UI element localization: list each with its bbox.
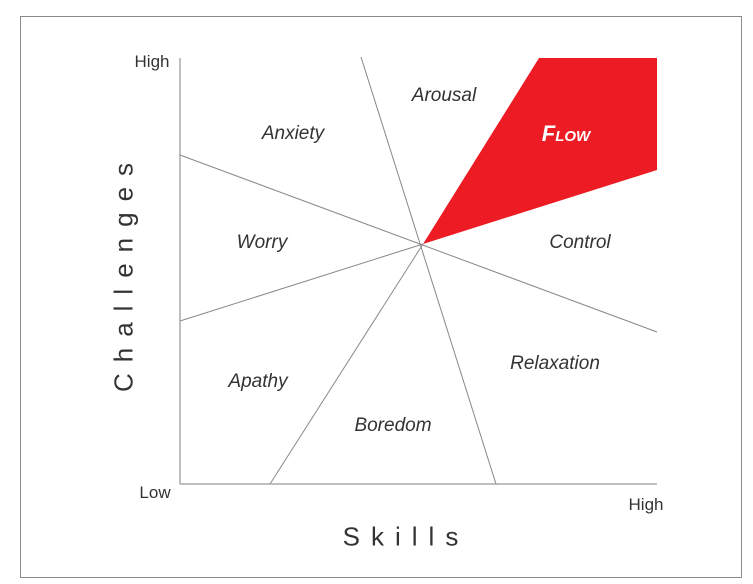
region-apathy: Apathy xyxy=(228,371,288,392)
region-worry: Worry xyxy=(236,232,288,253)
region-boredom: Boredom xyxy=(354,415,432,436)
arousal-relaxation-divider xyxy=(360,56,497,485)
x-axis-label: Skills xyxy=(342,521,470,552)
region-anxiety: Anxiety xyxy=(261,123,325,144)
region-arousal: Arousal xyxy=(411,85,477,106)
anxiety-worry-divider xyxy=(179,154,658,333)
region-control: Control xyxy=(549,232,611,253)
apathy-boredom-divider xyxy=(269,243,424,485)
diagram-frame xyxy=(20,16,742,578)
flow-region xyxy=(423,58,657,244)
origin-low-label: Low xyxy=(139,483,171,502)
region-flow: Flow xyxy=(541,121,591,146)
region-relaxation: Relaxation xyxy=(510,353,600,374)
worry-apathy-divider xyxy=(179,243,424,322)
y-axis-label: Challenges xyxy=(108,151,139,393)
x-high-label: High xyxy=(628,495,664,514)
y-high-label: High xyxy=(134,52,170,71)
